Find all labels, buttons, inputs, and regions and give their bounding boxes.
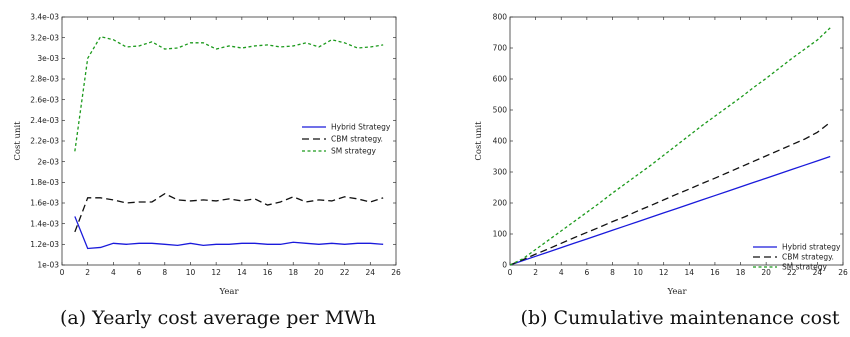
y-tick-label: 1.4e-03 <box>30 219 59 228</box>
x-tick-label: 10 <box>186 268 196 277</box>
x-tick-label: 4 <box>111 268 116 277</box>
x-tick-label: 16 <box>710 268 720 277</box>
x-tick-label: 24 <box>813 268 823 277</box>
y-tick-label: 200 <box>493 199 508 208</box>
y-tick-label: 300 <box>493 168 508 177</box>
y-tick-label: 2.6e-03 <box>30 95 59 104</box>
series-line-sm-strategy <box>509 27 831 266</box>
plot-frame <box>509 16 844 266</box>
y-tick-label: 3.2e-03 <box>30 33 59 42</box>
x-tick-label: 16 <box>263 268 273 277</box>
x-axis-label: Year <box>218 287 239 297</box>
x-tick-label: 8 <box>162 268 167 277</box>
y-tick-label: 3.4e-03 <box>30 13 59 22</box>
x-tick-label: 24 <box>366 268 376 277</box>
legend-label: Hybrid Strategy <box>331 123 391 132</box>
y-tick-label: 1.8e-03 <box>30 178 59 187</box>
x-tick-label: 0 <box>508 268 513 277</box>
legend-label: SM strategy <box>331 147 376 156</box>
x-tick-label: 22 <box>787 268 797 277</box>
x-tick-label: 12 <box>211 268 221 277</box>
x-tick-label: 26 <box>838 268 848 277</box>
x-tick-label: 0 <box>60 268 65 277</box>
y-tick-label: 800 <box>493 13 508 22</box>
x-tick-label: 12 <box>659 268 669 277</box>
series-line-sm-strategy <box>74 35 384 152</box>
y-tick-label: 3e-03 <box>37 54 59 63</box>
x-tick-label: 10 <box>633 268 643 277</box>
y-tick-label: 2.4e-03 <box>30 116 59 125</box>
y-tick-label: 2.2e-03 <box>30 137 59 146</box>
series-line-cbm-strategy <box>509 121 831 266</box>
x-tick-label: 22 <box>340 268 350 277</box>
y-axis-label: Cost unit <box>13 121 23 161</box>
y-axis-label: Cost unit <box>474 121 484 161</box>
x-tick-label: 6 <box>137 268 142 277</box>
x-tick-label: 6 <box>584 268 589 277</box>
legend-label: CBM strategy. <box>331 135 383 144</box>
y-tick-label: 2.8e-03 <box>30 75 59 84</box>
y-tick-label: 0 <box>502 261 507 270</box>
x-tick-label: 2 <box>85 268 90 277</box>
y-tick-label: 500 <box>493 106 508 115</box>
x-tick-label: 2 <box>533 268 538 277</box>
figure-caption: (b) Cumulative maintenance cost <box>521 307 840 329</box>
x-axis-label: Year <box>666 287 687 297</box>
y-tick-label: 700 <box>493 44 508 53</box>
x-tick-label: 8 <box>610 268 615 277</box>
x-tick-label: 14 <box>685 268 695 277</box>
chart-b: 0 2 4 6 8 10 12 14 16 18 20 22 24 2601002003004005006… <box>474 13 848 329</box>
legend-label: SM strategy <box>782 263 827 272</box>
chart-a: 0 2 4 6 8 10 12 14 16 18 20 22 24 261e-031.2e-031.4e-… <box>13 13 401 329</box>
x-tick-label: 18 <box>736 268 746 277</box>
x-tick-label: 20 <box>314 268 324 277</box>
legend-label: CBM strategy. <box>782 253 834 262</box>
x-tick-label: 18 <box>288 268 298 277</box>
y-tick-label: 1.6e-03 <box>30 199 59 208</box>
series-line-hybrid-strategy <box>509 155 831 266</box>
y-tick-label: 2e-03 <box>37 157 59 166</box>
legend-label: Hybrid strategy <box>782 243 841 252</box>
y-tick-label: 1.2e-03 <box>30 240 59 249</box>
x-tick-label: 14 <box>237 268 247 277</box>
x-tick-label: 20 <box>761 268 771 277</box>
series-line-hybrid-strategy <box>74 216 384 250</box>
y-tick-label: 1e-03 <box>37 261 59 270</box>
y-tick-label: 100 <box>493 230 508 239</box>
y-tick-label: 600 <box>493 75 508 84</box>
x-tick-label: 26 <box>391 268 401 277</box>
figure-caption: (a) Yearly cost average per MWh <box>60 307 376 329</box>
x-tick-label: 4 <box>559 268 564 277</box>
series-line-cbm-strategy <box>74 192 384 233</box>
y-tick-label: 400 <box>493 137 508 146</box>
